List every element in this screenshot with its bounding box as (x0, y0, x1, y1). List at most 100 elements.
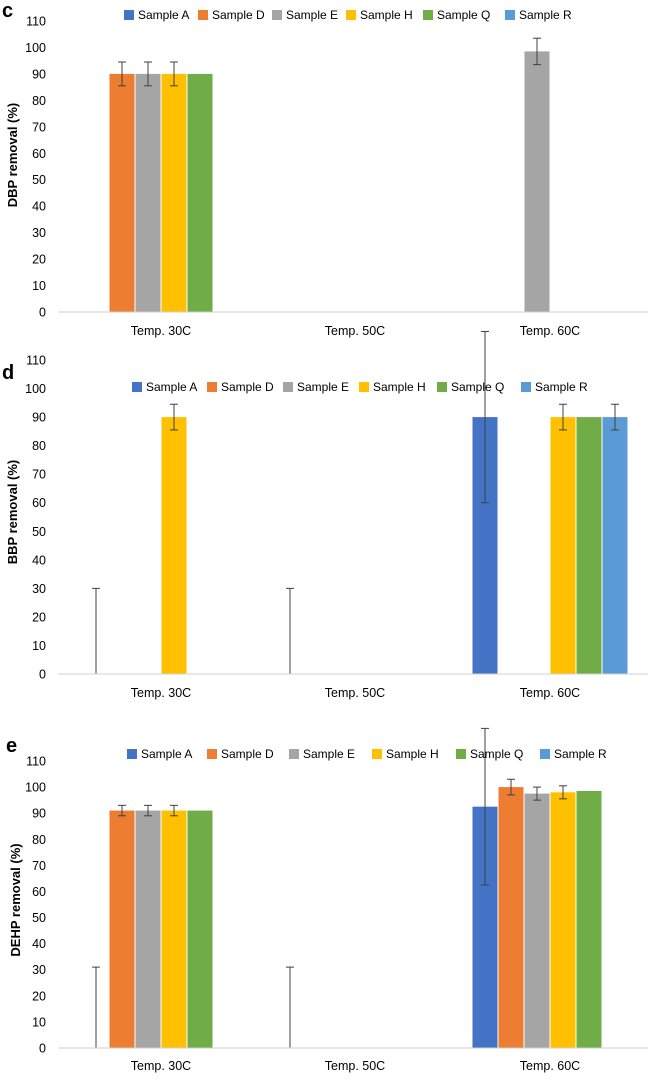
y-tick-label: 90 (32, 411, 46, 425)
bar (576, 417, 602, 674)
y-tick-label: 60 (32, 147, 46, 161)
y-tick-label: 110 (26, 354, 46, 368)
error-bar (118, 61, 126, 87)
legend-item: Sample D (207, 380, 274, 394)
y-tick-label: 90 (32, 807, 46, 821)
y-tick-label: 100 (25, 382, 46, 396)
legend-swatch (289, 749, 299, 759)
x-category-labels: Temp. 30C Temp. 50C Temp. 60C (131, 1059, 580, 1073)
y-tick-label: 30 (32, 226, 46, 240)
error-bar (170, 403, 178, 431)
y-tick-label: 80 (32, 94, 46, 108)
y-tick-label: 50 (32, 173, 46, 187)
legend-item: Sample R (540, 747, 607, 761)
y-tick-label: 20 (32, 253, 46, 267)
error-bar (611, 403, 619, 431)
legend-label: Sample R (519, 8, 572, 22)
bar (187, 73, 213, 312)
error-bar (118, 804, 126, 817)
x-category-labels: Temp. 30C Temp. 50C Temp. 60C (131, 324, 580, 338)
x-category-label: Temp. 50C (325, 324, 385, 338)
x-category-labels: Temp. 30C Temp. 50C Temp. 60C (131, 686, 580, 700)
legend-item: Sample H (359, 380, 426, 394)
y-tick-label: 90 (32, 67, 46, 81)
legend-label: Sample Q (470, 747, 523, 761)
legend: Sample A Sample D Sample E Sample H Sample Q… (124, 8, 572, 22)
error-bar (144, 804, 152, 817)
error-bar (559, 403, 567, 431)
y-tick-label: 30 (32, 582, 46, 596)
legend-item: Sample Q (437, 380, 504, 394)
y-axis-label: BBP removal (%) (5, 460, 20, 565)
legend: Sample A Sample D Sample E Sample H Sample Q… (132, 380, 588, 394)
legend-swatch (521, 382, 531, 392)
x-category-label: Temp. 30C (131, 686, 191, 700)
y-tick-label: 20 (32, 989, 46, 1003)
error-bar (144, 61, 152, 87)
bars (109, 787, 602, 1048)
bar (187, 810, 213, 1048)
legend-swatch (372, 749, 382, 759)
error-bars (92, 727, 567, 1048)
legend-label: Sample E (297, 380, 349, 394)
error-bars (118, 37, 541, 87)
error-bar (533, 37, 541, 66)
legend-label: Sample R (535, 380, 588, 394)
legend-label: Sample D (221, 380, 274, 394)
bar (550, 417, 576, 674)
error-bar (170, 804, 178, 817)
legend-item: Sample H (346, 8, 413, 22)
bar (109, 73, 135, 312)
bar (161, 417, 187, 674)
y-tick-label: 110 (26, 15, 46, 29)
legend-swatch (359, 382, 369, 392)
y-tick-label: 70 (32, 468, 46, 482)
bar (602, 417, 628, 674)
error-bars (92, 330, 619, 674)
bar (109, 810, 135, 1048)
legend-swatch (124, 10, 134, 20)
panel-label: c (2, 0, 13, 22)
x-category-label: Temp. 60C (520, 324, 580, 338)
error-bar (507, 778, 515, 796)
legend-label: Sample D (221, 747, 274, 761)
legend-item: Sample E (272, 8, 338, 22)
legend-item: Sample Q (423, 8, 490, 22)
error-bar (92, 966, 100, 1048)
error-bar (559, 785, 567, 800)
legend-swatch (198, 10, 208, 20)
y-tick-label: 30 (32, 963, 46, 977)
error-bar (481, 727, 489, 886)
legend-swatch (272, 10, 282, 20)
legend-item: Sample R (505, 8, 572, 22)
x-category-label: Temp. 50C (325, 1059, 385, 1073)
legend-swatch (505, 10, 515, 20)
legend-item: Sample E (283, 380, 349, 394)
legend-swatch (540, 749, 550, 759)
legend-item: Sample H (372, 747, 439, 761)
legend-label: Sample Q (451, 380, 504, 394)
y-tick-label: 110 (26, 755, 46, 769)
legend-item: Sample Q (456, 747, 523, 761)
y-tick-label: 80 (32, 439, 46, 453)
legend-item: Sample R (521, 380, 588, 394)
error-bar (170, 61, 178, 87)
x-category-label: Temp. 50C (325, 686, 385, 700)
legend-swatch (346, 10, 356, 20)
legend-item: Sample E (289, 747, 355, 761)
y-tick-label: 40 (32, 553, 46, 567)
y-tick-label: 100 (25, 41, 46, 55)
legend-label: Sample R (554, 747, 607, 761)
panel-label: e (6, 735, 17, 757)
bar (576, 791, 602, 1048)
y-tick-labels: 0 10 20 30 40 50 60 70 80 90 100 110 (25, 354, 46, 682)
bar (498, 787, 524, 1048)
legend: Sample A Sample D Sample E Sample H Sample Q… (127, 747, 607, 761)
y-tick-label: 40 (32, 200, 46, 214)
bars (109, 51, 550, 312)
y-tick-label: 70 (32, 120, 46, 134)
legend-item: Sample A (124, 8, 189, 22)
chart-panel-c: c DBP removal (%) 0 10 20 30 40 50 60 70 80 90 100… (2, 0, 648, 338)
chart-panel-e: e DEHP removal (%) 0 10 20 30 40 50 60 70 80 90 10… (6, 727, 648, 1073)
